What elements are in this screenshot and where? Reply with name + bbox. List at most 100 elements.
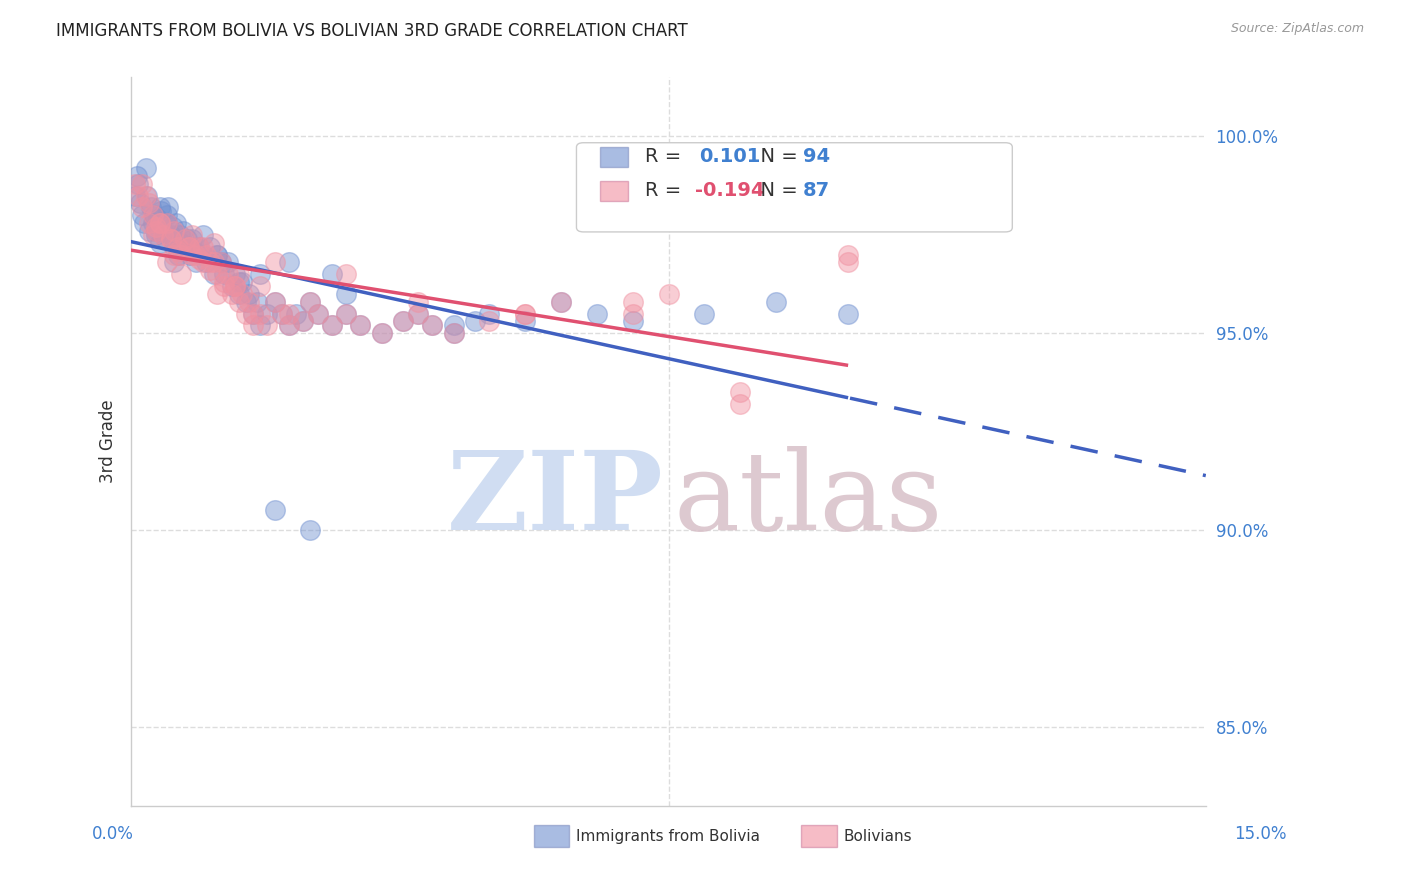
Point: [142, 216, 165, 230]
Point: [149, 216, 172, 230]
Point: [198, 263, 221, 277]
Point: [148, 212, 170, 227]
Text: 0.101: 0.101: [699, 147, 761, 167]
Point: [142, 208, 165, 222]
Point: [163, 255, 186, 269]
Point: [166, 247, 188, 261]
Point: [127, 177, 149, 191]
Point: [198, 240, 221, 254]
Point: [124, 177, 146, 191]
Point: [256, 307, 278, 321]
Point: [443, 326, 465, 341]
Point: [205, 247, 228, 261]
Point: [478, 307, 501, 321]
Point: [246, 294, 269, 309]
Point: [170, 235, 193, 250]
Point: [170, 240, 193, 254]
Point: [184, 255, 207, 269]
Point: [321, 267, 343, 281]
Point: [205, 247, 228, 261]
Point: [515, 307, 537, 321]
Text: IMMIGRANTS FROM BOLIVIA VS BOLIVIAN 3RD GRADE CORRELATION CHART: IMMIGRANTS FROM BOLIVIA VS BOLIVIAN 3RD …: [56, 22, 688, 40]
Point: [127, 188, 149, 202]
Point: [150, 204, 173, 219]
Point: [249, 318, 271, 333]
Point: [172, 224, 194, 238]
Point: [621, 307, 644, 321]
Point: [141, 200, 163, 214]
Point: [443, 326, 465, 341]
Point: [163, 240, 186, 254]
Text: N =: N =: [748, 147, 804, 167]
Point: [136, 188, 159, 202]
Point: [159, 232, 181, 246]
Point: [406, 307, 429, 321]
Point: [221, 279, 243, 293]
Point: [145, 224, 167, 238]
Point: [335, 287, 357, 301]
Point: [170, 247, 193, 261]
Point: [191, 240, 214, 254]
Text: 94: 94: [803, 147, 830, 167]
Point: [177, 240, 200, 254]
Point: [307, 307, 329, 321]
Point: [371, 326, 394, 341]
Point: [464, 314, 486, 328]
Point: [205, 287, 228, 301]
Point: [157, 200, 180, 214]
Point: [202, 267, 225, 281]
Text: Source: ZipAtlas.com: Source: ZipAtlas.com: [1230, 22, 1364, 36]
Point: [198, 255, 221, 269]
Point: [420, 318, 443, 333]
Point: [621, 314, 644, 328]
Point: [657, 287, 679, 301]
Point: [249, 279, 271, 293]
Point: [138, 216, 160, 230]
Point: [586, 307, 609, 321]
Text: Immigrants from Bolivia: Immigrants from Bolivia: [576, 830, 761, 844]
Point: [221, 287, 243, 301]
Text: N =: N =: [748, 181, 804, 201]
Point: [156, 208, 179, 222]
Point: [179, 247, 201, 261]
Point: [188, 240, 211, 254]
Point: [349, 318, 371, 333]
Point: [621, 294, 644, 309]
Point: [159, 227, 181, 242]
Point: [131, 177, 153, 191]
Point: [550, 294, 572, 309]
Point: [299, 523, 322, 537]
Point: [135, 161, 157, 175]
Point: [214, 275, 236, 289]
Point: [420, 318, 443, 333]
Point: [166, 240, 188, 254]
Point: [205, 267, 228, 281]
Point: [159, 232, 181, 246]
Point: [177, 240, 200, 254]
Point: [183, 244, 205, 258]
Y-axis label: 3rd Grade: 3rd Grade: [100, 400, 117, 483]
Point: [181, 247, 204, 261]
Point: [837, 255, 859, 269]
Point: [321, 318, 343, 333]
Point: [156, 255, 179, 269]
Point: [134, 216, 156, 230]
Point: [837, 307, 859, 321]
Point: [263, 503, 285, 517]
Point: [406, 294, 429, 309]
Point: [202, 255, 225, 269]
Point: [242, 318, 264, 333]
Point: [156, 216, 179, 230]
Point: [224, 267, 246, 281]
Point: [209, 255, 232, 269]
Point: [170, 267, 193, 281]
Point: [184, 247, 207, 261]
Text: 15.0%: 15.0%: [1234, 825, 1286, 843]
Point: [728, 397, 751, 411]
Point: [231, 287, 253, 301]
Text: R =: R =: [645, 181, 688, 201]
Point: [371, 326, 394, 341]
Point: [124, 188, 146, 202]
Point: [177, 240, 200, 254]
Point: [335, 307, 357, 321]
